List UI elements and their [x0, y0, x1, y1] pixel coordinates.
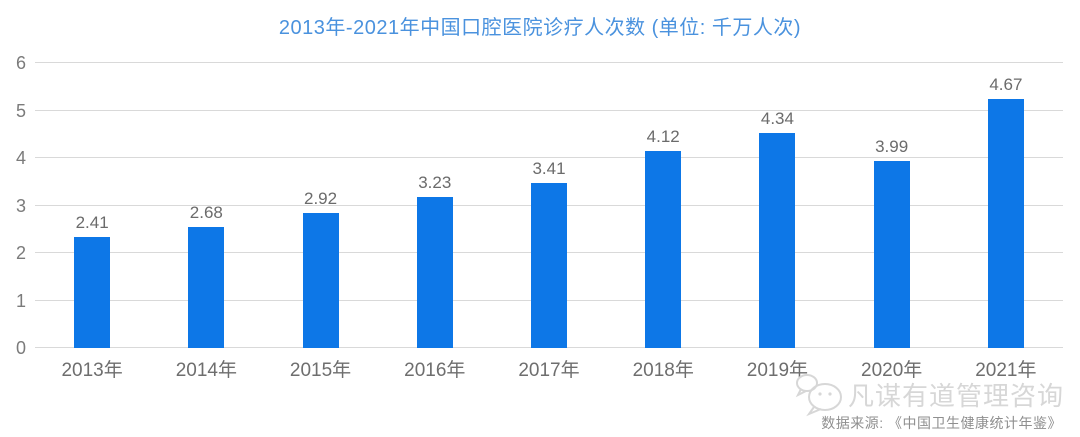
bar-slot: 4.12: [606, 63, 720, 348]
x-axis: 2013年 2014年 2015年 2016年 2017年 2018年 2019年 2020年…: [35, 355, 1063, 382]
gridline: [35, 109, 1063, 111]
bar-2017年: [530, 183, 567, 348]
bar-2014年: [188, 226, 225, 348]
bar-2015年: [302, 213, 339, 348]
y-axis-tick-label: 4: [15, 148, 26, 169]
y-axis-tick-label: 5: [15, 100, 26, 121]
x-axis-label: 2020年: [861, 360, 923, 381]
y-axis-tick-label: 3: [15, 195, 26, 216]
bar-slot: 4.34: [720, 63, 834, 348]
x-axis-label: 2019年: [746, 360, 809, 381]
x-axis-label: 2014年: [175, 360, 237, 381]
watermark: 凡谋有道管理咨询: [794, 371, 1064, 417]
bar-value-label: 4.12: [646, 126, 680, 146]
bar-2019年: [759, 132, 796, 348]
bar-value-label: 4.67: [989, 75, 1023, 95]
wechat-bubbles-icon: [795, 374, 842, 417]
bar-slot: 3.41: [492, 63, 606, 348]
y-axis-tick-label: 2: [15, 243, 26, 264]
x-axis-label: 2018年: [632, 360, 694, 381]
bar-value-label: 3.99: [875, 136, 909, 156]
y-axis: 0 1 2 3 4 5 6: [4, 53, 28, 358]
x-axis-label: 2017年: [518, 360, 580, 381]
bar-2016年: [416, 196, 453, 348]
bar-value-label: 3.23: [418, 172, 452, 192]
x-axis-label: 2013年: [61, 360, 123, 381]
x-axis-label: 2015年: [289, 360, 352, 381]
bar-2018年: [645, 150, 682, 348]
bar-slot: 3.23: [378, 63, 492, 348]
bar-value-label: 4.34: [760, 108, 794, 128]
bar-2020年: [873, 160, 910, 348]
bar-value-label: 2.41: [75, 212, 109, 232]
bars-container: 2.41 2.68 2.92 3.23 3.41 4.12 4.34 3.99 4.67: [35, 63, 1063, 348]
x-axis-label: 2016年: [404, 360, 466, 381]
gridline: [35, 62, 1063, 63]
data-source: 数据来源: 《中国卫生健康统计年鉴》: [821, 415, 1062, 431]
bar-slot: 4.67: [949, 63, 1063, 348]
y-axis-tick-label: 1: [15, 290, 26, 311]
bar-2021年: [987, 99, 1024, 348]
bar-value-label: 3.41: [532, 159, 566, 179]
bar-value-label: 2.92: [304, 189, 338, 209]
chart-title: 2013年-2021年中国口腔医院诊疗人次数 (单位: 千万人次): [278, 17, 802, 39]
bar-slot: 2.92: [263, 63, 377, 348]
bar-2013年: [74, 236, 111, 348]
y-axis-tick-label: 0: [15, 338, 26, 358]
x-axis-label: 2021年: [975, 360, 1037, 381]
bar-slot: 3.99: [835, 63, 949, 348]
gridline: [35, 157, 1063, 158]
bar-value-label: 2.68: [189, 202, 223, 222]
watermark-text: 凡谋有道管理咨询: [847, 380, 1064, 411]
bar-slot: 2.41: [35, 63, 149, 348]
bar-slot: 2.68: [149, 63, 263, 348]
y-axis-tick-label: 6: [15, 53, 26, 73]
plot-area: 2.41 2.68 2.92 3.23 3.41 4.12 4.34 3.99 4.67 201…: [35, 62, 1063, 381]
